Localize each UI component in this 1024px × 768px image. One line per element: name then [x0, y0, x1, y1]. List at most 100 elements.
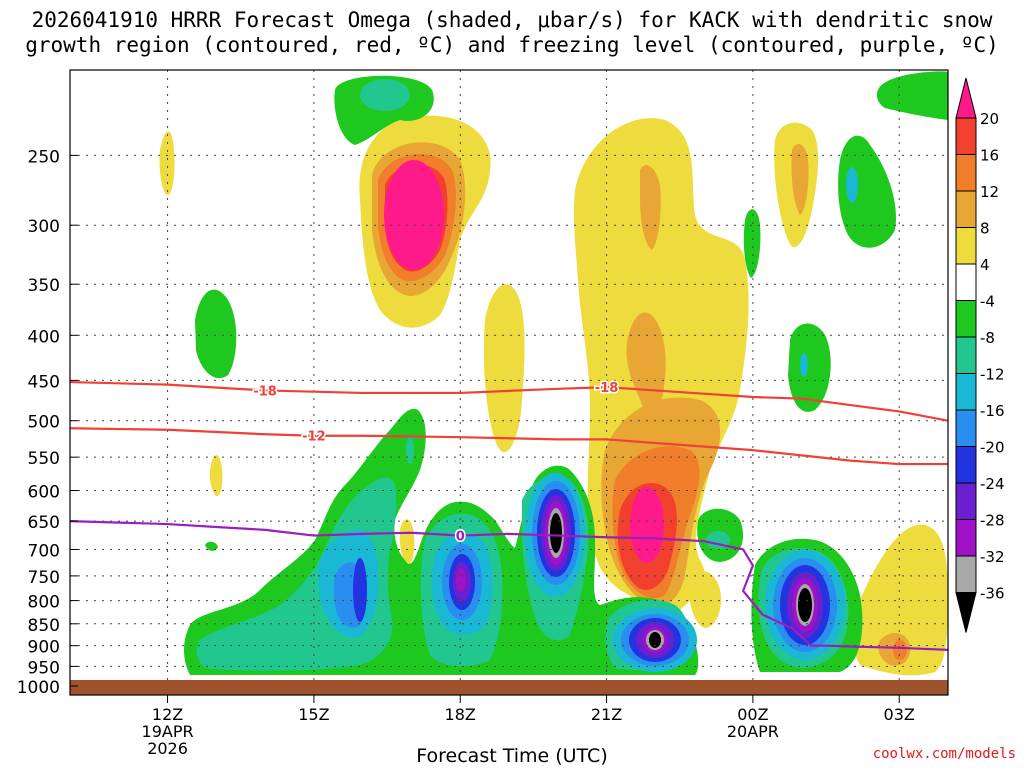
omega-neg-12-small [406, 436, 414, 464]
omega-neg-small [205, 541, 218, 551]
y-tick-label-550: 550 [28, 449, 60, 469]
omega-positive-small [159, 131, 175, 195]
x-tick-label-21Z: 21Z [591, 705, 622, 724]
omega-20-upper-core [384, 160, 444, 270]
y-tick-label-1000: 1000 [17, 678, 60, 698]
colorbar-label-8: 8 [980, 220, 990, 238]
x-tick-label-15Z: 15Z [298, 705, 329, 724]
omega-positive-small [209, 455, 223, 497]
omega-12-small [893, 640, 907, 660]
colorbar-label--8: -8 [980, 329, 995, 347]
x-tick-year-12Z: 2026 [147, 739, 188, 758]
colorbar-label-4: 4 [980, 256, 990, 274]
colorbar-label--20: -20 [980, 439, 1005, 457]
colorbar-label--36: -36 [980, 585, 1005, 603]
contour--18 [69, 380, 949, 422]
omega-neg-16-small [800, 353, 808, 377]
axes: 2503003504004505005506006507007508008509… [17, 69, 949, 758]
colorbar-label--4: -4 [980, 293, 995, 311]
omega-shading [70, 70, 948, 695]
contour-label-0: 0 [456, 530, 465, 545]
y-tick-label-850: 850 [28, 616, 60, 636]
omega-positive-column [483, 284, 525, 453]
contour-label--18: -18 [253, 384, 277, 399]
colorbar-bin-1 [955, 117, 977, 155]
omega-neg-mid-right [788, 323, 831, 412]
y-tick-label-800: 800 [28, 593, 60, 613]
y-tick-label-500: 500 [28, 413, 60, 433]
contour-label--12: -12 [302, 430, 326, 445]
colorbar-bin-12 [955, 519, 977, 557]
x-tick-label-12Z: 12Z [152, 705, 183, 724]
chart-title-line-1: 2026041910 HRRR Forecast Omega (shaded, … [31, 8, 993, 32]
colorbar-bin-9 [955, 409, 977, 447]
y-tick-label-700: 700 [28, 541, 60, 561]
colorbar-label--12: -12 [980, 366, 1005, 384]
colorbar-bin-below-36 [955, 592, 977, 633]
colorbar-bin-3 [955, 190, 977, 228]
omega-positive-small [689, 571, 721, 628]
y-tick-label-750: 750 [28, 568, 60, 588]
plot-frame [69, 69, 949, 696]
omega-8-mid [626, 312, 666, 430]
x-tick-date-12Z: 19APR [142, 722, 194, 741]
omega-8-small [640, 165, 661, 250]
y-tick-label-400: 400 [28, 327, 60, 347]
omega-positive-small [399, 519, 415, 566]
omega-positive-lower-right [853, 524, 948, 676]
x-tick-date-00Z: 20APR [727, 722, 779, 741]
y-tick-label-600: 600 [28, 482, 60, 502]
colorbar-bin-above-20 [955, 77, 977, 119]
x-axis-title: Forecast Time (UTC) [416, 745, 608, 767]
omega-neg-below-36-e [798, 588, 812, 622]
omega-neg-below-36-c [550, 513, 562, 553]
omega-neg-32-b [456, 568, 466, 592]
omega-neg-16-upper-right [846, 167, 858, 203]
omega-8-small [791, 144, 809, 215]
colorbar-bin-7 [955, 336, 977, 374]
contour-label--18: -18 [595, 381, 619, 396]
colorbar-bin-10 [955, 446, 977, 484]
colorbar-bin-11 [955, 482, 977, 520]
credit-label: coolwx.com/models [872, 746, 1016, 762]
ground-surface [70, 680, 948, 695]
omega-neg-corner [876, 71, 948, 120]
x-tick-label-03Z: 03Z [884, 705, 915, 724]
y-tick-label-950: 950 [28, 658, 60, 678]
colorbar-label-20: 20 [980, 110, 999, 128]
y-tick-label-350: 350 [28, 276, 60, 296]
omega-neg-upper-right [838, 135, 896, 248]
colorbar-bin-4 [955, 227, 977, 265]
y-tick-label-300: 300 [28, 217, 60, 237]
y-tick-label-900: 900 [28, 638, 60, 658]
colorbar-label-12: 12 [980, 183, 999, 201]
x-tick-label-00Z: 00Z [737, 705, 768, 724]
y-tick-label-650: 650 [28, 513, 60, 533]
contour-0 [69, 520, 949, 652]
x-tick-label-18Z: 18Z [445, 705, 476, 724]
omega-neg-upper [195, 289, 237, 379]
grid-lines [70, 70, 948, 680]
colorbar-bin-5 [955, 263, 977, 301]
omega-neg-below-36-d [649, 632, 661, 648]
colorbar-label--16: -16 [980, 402, 1005, 420]
y-tick-label-250: 250 [28, 147, 60, 167]
y-tick-label-450: 450 [28, 372, 60, 392]
colorbar-label--24: -24 [980, 475, 1005, 493]
colorbar-bin-6 [955, 300, 977, 338]
omega-20-lower-core [630, 487, 664, 563]
colorbar-bin-2 [955, 154, 977, 192]
colorbar-label--32: -32 [980, 548, 1005, 566]
colorbar-bin-13 [955, 555, 977, 593]
colorbar-bin-8 [955, 373, 977, 411]
omega-neg-24-a [353, 558, 367, 622]
omega-neg-small [743, 209, 761, 278]
contour--12 [69, 427, 948, 466]
colorbar: 20 16 12 8 4 -4 -8 -12 -16 -20 -24 -28 -32 -36 [955, 77, 1005, 633]
colorbar-label--28: -28 [980, 512, 1005, 530]
omega-neg-12-upper-left [360, 79, 410, 111]
colorbar-label-16: 16 [980, 147, 999, 165]
temperature-contours: -18 -18 -12 0 [69, 380, 949, 652]
chart-title-line-2: growth region (contoured, red, ºC) and f… [25, 33, 999, 57]
